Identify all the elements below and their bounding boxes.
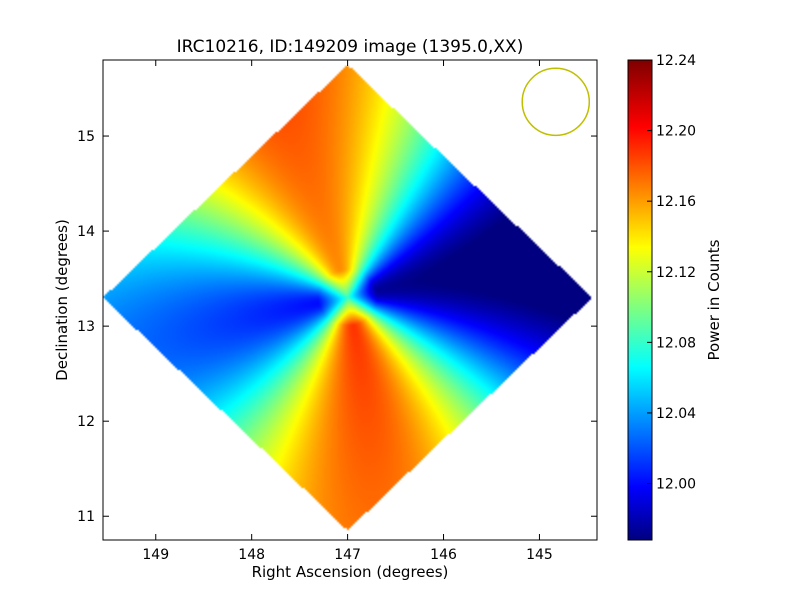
y-axis-label: Declination (degrees) (53, 219, 71, 381)
y-ticks: 11 12 13 14 15 (77, 129, 597, 525)
colorbar-tick-label: 12.04 (656, 406, 696, 422)
colorbar-label: Power in Counts (705, 239, 723, 360)
y-tick-label: 13 (77, 319, 95, 335)
heatmap-image (103, 60, 597, 540)
y-tick-label: 14 (77, 224, 95, 240)
y-tick-label: 12 (77, 414, 95, 430)
colorbar (627, 59, 653, 541)
colorbar-tick-label: 12.16 (656, 194, 696, 210)
colorbar-tick-label: 12.24 (656, 53, 696, 69)
colorbar-ticks: 12.00 12.04 12.08 12.12 12.16 12.20 12.24 (647, 53, 696, 493)
x-ticks: 149 148 147 146 145 (142, 60, 553, 563)
x-axis-label: Right Ascension (degrees) (252, 563, 449, 581)
colorbar-tick-label: 12.00 (656, 477, 696, 493)
x-tick-label: 149 (142, 547, 169, 563)
x-tick-label: 145 (526, 547, 553, 563)
x-tick-label: 147 (334, 547, 361, 563)
beam-circle (521, 67, 591, 137)
colorbar-tick-label: 12.08 (656, 335, 696, 351)
y-tick-label: 11 (77, 509, 95, 525)
x-tick-label: 148 (238, 547, 265, 563)
colorbar-tick-label: 12.12 (656, 265, 696, 281)
plot-frame (102, 59, 598, 541)
y-tick-label: 15 (77, 129, 95, 145)
chart-title: IRC10216, ID:149209 image (1395.0,XX) (177, 37, 524, 57)
x-tick-label: 146 (430, 547, 457, 563)
colorbar-tick-label: 12.20 (656, 124, 696, 140)
